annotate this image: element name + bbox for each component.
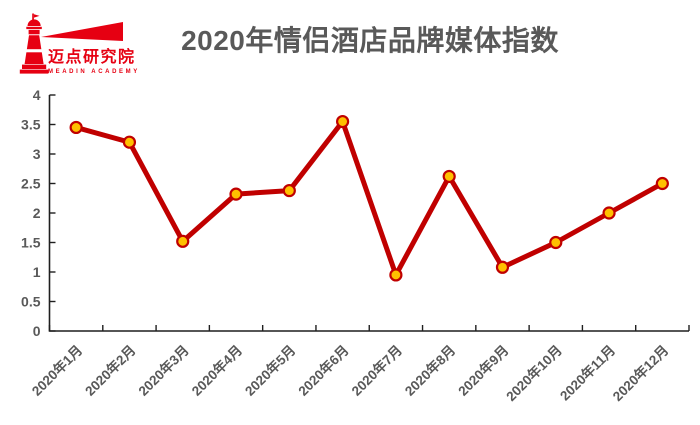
data-point (229, 187, 243, 201)
y-axis-label: 1 (33, 264, 41, 280)
lighthouse-beam-icon (19, 13, 123, 74)
x-axis-label: 2020年8月 (401, 342, 458, 399)
x-axis-label: 2020年10月 (503, 342, 565, 404)
data-point (282, 183, 296, 198)
y-axis-label: 1.5 (21, 234, 41, 250)
axis-lines (48, 95, 689, 332)
brand-logo: 迈点研究院 MEADIN ACADEMY (15, 12, 145, 80)
trend-line (73, 119, 665, 278)
x-axis-label: 2020年5月 (241, 342, 298, 399)
y-axis-label: 2 (33, 205, 41, 221)
data-point (389, 268, 403, 282)
data-point (336, 114, 350, 129)
x-axis-label: 2020年11月 (556, 342, 618, 404)
data-point (549, 235, 563, 250)
chart-title: 2020年情侣酒店品牌媒体指数 (181, 25, 559, 56)
data-point (176, 234, 190, 248)
x-axis-label: 2020年4月 (188, 342, 245, 399)
x-axis-label: 2020年12月 (609, 342, 671, 404)
y-axis-label: 2.5 (21, 175, 41, 191)
data-point (69, 120, 83, 135)
data-point (602, 206, 616, 220)
x-axis-label: 2020年7月 (348, 342, 405, 399)
x-axis-label: 2020年2月 (82, 342, 139, 399)
beam-shape (41, 22, 123, 41)
x-axis-label: 2020年9月 (455, 342, 512, 399)
data-point (495, 260, 510, 274)
y-axis-label: 3 (33, 146, 41, 162)
x-axis-label: 2020年6月 (295, 342, 352, 399)
y-axis-label: 0.5 (21, 293, 41, 309)
y-axis-label: 4 (33, 87, 41, 103)
data-point (122, 135, 137, 149)
x-axis-label: 2020年3月 (135, 342, 192, 399)
brand-name: 迈点研究院 (48, 49, 136, 66)
y-axis-label: 0 (33, 323, 41, 339)
y-axis-label: 3.5 (21, 116, 41, 132)
x-axis-label: 2020年1月 (28, 342, 85, 399)
brand-text: 迈点研究院 MEADIN ACADEMY (48, 49, 140, 75)
media-index-line-chart: 43.532.521.510.502020年1月2020年2月2020年3月20… (21, 87, 690, 404)
brand-subtext: MEADIN ACADEMY (48, 68, 140, 75)
data-point (655, 176, 669, 191)
data-point (442, 169, 456, 184)
